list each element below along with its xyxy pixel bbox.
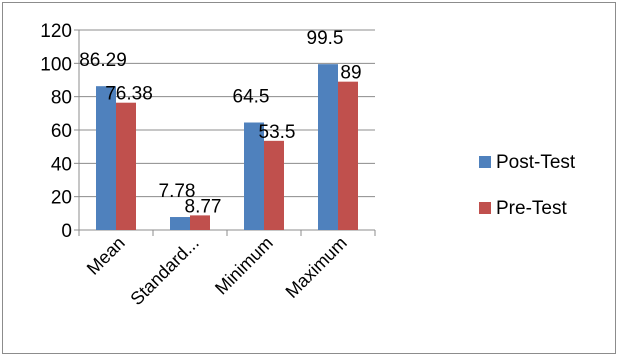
bar	[338, 81, 358, 231]
bar	[244, 122, 264, 230]
category-label: Minimum	[211, 233, 277, 299]
y-tick-label: 20	[51, 188, 72, 209]
legend-label: Post-Test	[496, 152, 576, 173]
y-tick-label: 0	[61, 221, 72, 242]
data-labels: 86.29 76.38 7.788.77 64.5 53.5 99.5 89	[79, 28, 361, 217]
y-tick-labels: 0 20 40 60 80 100 120	[40, 21, 72, 242]
axes	[74, 29, 376, 236]
data-label: 64.5	[233, 87, 270, 108]
data-label: 86.29	[79, 50, 127, 71]
category-label: Mean	[83, 233, 129, 279]
data-label: 8.77	[185, 196, 222, 217]
y-tick-label: 120	[40, 21, 72, 42]
bar	[96, 86, 116, 230]
y-tick-label: 100	[40, 54, 72, 75]
data-label: 53.5	[259, 122, 296, 143]
legend-swatch	[479, 156, 491, 168]
bar	[116, 102, 136, 230]
y-tick-label: 40	[51, 154, 72, 175]
data-label: 89	[340, 63, 361, 84]
bar	[190, 215, 210, 230]
bars	[96, 64, 358, 231]
legend: Post-Test Pre-Test	[479, 152, 576, 219]
bar	[170, 217, 190, 230]
data-label: 76.38	[105, 84, 153, 105]
legend-swatch	[479, 202, 491, 214]
bar	[264, 140, 284, 230]
y-tick-label: 60	[51, 121, 72, 142]
legend-label: Pre-Test	[496, 198, 567, 219]
bar	[318, 64, 338, 231]
data-label: 7.78	[159, 181, 196, 202]
y-tick-label: 80	[51, 88, 72, 109]
data-label: 99.5	[307, 28, 344, 49]
category-label: Standard...	[126, 233, 202, 309]
category-label: Maximum	[282, 233, 351, 302]
